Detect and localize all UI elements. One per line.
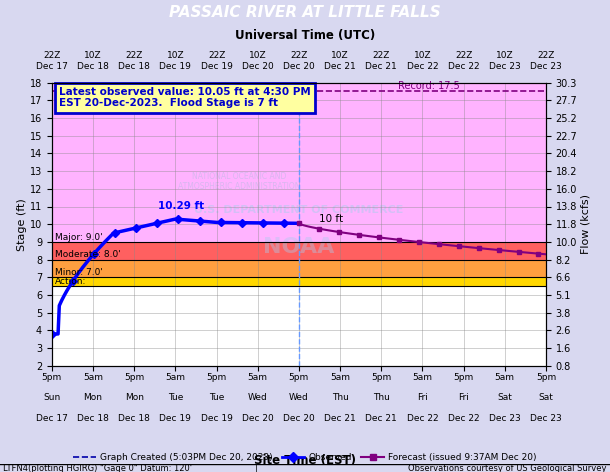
Text: Dec 20: Dec 20 xyxy=(242,414,274,423)
Text: NATIONAL OCEANIC AND
ATMOSPHERIC ADMINISTRATION: NATIONAL OCEANIC AND ATMOSPHERIC ADMINIS… xyxy=(178,172,301,192)
Text: Dec 23: Dec 23 xyxy=(489,414,521,423)
Text: 10Z: 10Z xyxy=(249,51,267,59)
Text: Fri: Fri xyxy=(417,394,428,403)
Text: 10Z: 10Z xyxy=(496,51,514,59)
Text: 10Z: 10Z xyxy=(167,51,184,59)
Text: Dec 22: Dec 22 xyxy=(448,62,479,71)
Bar xyxy=(52,242,546,260)
Text: Dec 21: Dec 21 xyxy=(365,62,397,71)
Y-axis label: Flow (kcfs): Flow (kcfs) xyxy=(580,194,590,254)
Text: Dec 18: Dec 18 xyxy=(77,62,109,71)
Y-axis label: Stage (ft): Stage (ft) xyxy=(17,198,27,251)
Text: 5am: 5am xyxy=(248,373,268,382)
Text: 5pm: 5pm xyxy=(41,373,62,382)
Bar xyxy=(52,277,546,286)
Text: Fri: Fri xyxy=(458,394,469,403)
Text: Tue: Tue xyxy=(168,394,183,403)
Text: U.S. DEPARTMENT OF COMMERCE: U.S. DEPARTMENT OF COMMERCE xyxy=(194,205,404,215)
Text: Dec 21: Dec 21 xyxy=(324,62,356,71)
Text: Action:: Action: xyxy=(56,277,87,286)
Text: Thu: Thu xyxy=(332,394,348,403)
Text: Dec 19: Dec 19 xyxy=(159,414,192,423)
Text: 5am: 5am xyxy=(165,373,185,382)
Text: Tue: Tue xyxy=(209,394,224,403)
Text: 5pm: 5pm xyxy=(289,373,309,382)
Text: 10.29 ft: 10.29 ft xyxy=(158,201,204,211)
Text: Dec 20: Dec 20 xyxy=(283,62,315,71)
Text: Site Time (EST): Site Time (EST) xyxy=(254,454,356,467)
Text: Dec 18: Dec 18 xyxy=(118,414,150,423)
Text: 22Z: 22Z xyxy=(455,51,472,59)
Text: 5am: 5am xyxy=(83,373,103,382)
Text: Mon: Mon xyxy=(84,394,102,403)
Text: Sat: Sat xyxy=(497,394,512,403)
Text: Dec 22: Dec 22 xyxy=(407,414,438,423)
Text: Dec 19: Dec 19 xyxy=(201,62,232,71)
Text: Dec 20: Dec 20 xyxy=(283,414,315,423)
Legend: Graph Created (5:03PM Dec 20, 2023), Observed, Forecast (issued 9:37AM Dec 20): Graph Created (5:03PM Dec 20, 2023), Obs… xyxy=(70,449,540,465)
Text: Dec 22: Dec 22 xyxy=(448,414,479,423)
Text: 22Z: 22Z xyxy=(290,51,307,59)
Text: 22Z: 22Z xyxy=(208,51,225,59)
Text: Wed: Wed xyxy=(248,394,268,403)
Text: Dec 23: Dec 23 xyxy=(530,414,562,423)
Text: 5am: 5am xyxy=(495,373,515,382)
Text: Dec 20: Dec 20 xyxy=(242,62,274,71)
Text: LTFN4(plotting HGIRG) "Gage 0" Datum: 120': LTFN4(plotting HGIRG) "Gage 0" Datum: 12… xyxy=(3,464,192,472)
Text: Minor: 7.0': Minor: 7.0' xyxy=(56,268,103,277)
Text: 5pm: 5pm xyxy=(371,373,392,382)
Text: 10Z: 10Z xyxy=(84,51,102,59)
Text: Universal Time (UTC): Universal Time (UTC) xyxy=(235,29,375,42)
Text: Dec 18: Dec 18 xyxy=(77,414,109,423)
Text: 22Z: 22Z xyxy=(373,51,390,59)
Text: 5pm: 5pm xyxy=(124,373,145,382)
Text: 10Z: 10Z xyxy=(414,51,431,59)
Text: Dec 23: Dec 23 xyxy=(530,62,562,71)
Text: 10 ft: 10 ft xyxy=(320,214,343,224)
Text: 22Z: 22Z xyxy=(126,51,143,59)
Text: Mon: Mon xyxy=(124,394,144,403)
Text: 22Z: 22Z xyxy=(537,51,554,59)
Text: Major: 9.0': Major: 9.0' xyxy=(56,233,103,242)
Text: Sun: Sun xyxy=(43,394,60,403)
Text: Dec 22: Dec 22 xyxy=(407,62,438,71)
Text: Dec 19: Dec 19 xyxy=(159,62,192,71)
Text: Dec 17: Dec 17 xyxy=(36,414,68,423)
Bar xyxy=(52,286,546,366)
Text: Moderate: 8.0': Moderate: 8.0' xyxy=(56,251,121,260)
Text: Record: 17.5: Record: 17.5 xyxy=(398,81,460,91)
Text: Dec 23: Dec 23 xyxy=(489,62,521,71)
Text: 5pm: 5pm xyxy=(536,373,556,382)
Text: NOAA: NOAA xyxy=(263,237,335,257)
Text: Thu: Thu xyxy=(373,394,390,403)
Text: Dec 21: Dec 21 xyxy=(324,414,356,423)
Text: 22Z: 22Z xyxy=(43,51,60,59)
Text: 5am: 5am xyxy=(412,373,432,382)
Text: Sat: Sat xyxy=(539,394,553,403)
Text: Observations courtesy of US Geological Survey: Observations courtesy of US Geological S… xyxy=(409,464,607,472)
Text: Dec 21: Dec 21 xyxy=(365,414,397,423)
Text: Dec 17: Dec 17 xyxy=(36,62,68,71)
Text: 5pm: 5pm xyxy=(453,373,474,382)
Text: 10Z: 10Z xyxy=(331,51,349,59)
Text: 5pm: 5pm xyxy=(206,373,227,382)
Text: Dec 19: Dec 19 xyxy=(201,414,232,423)
Text: Latest observed value: 10.05 ft at 4:30 PM
EST 20-Dec-2023.  Flood Stage is 7 ft: Latest observed value: 10.05 ft at 4:30 … xyxy=(59,87,311,109)
Text: Dec 18: Dec 18 xyxy=(118,62,150,71)
Bar xyxy=(52,260,546,278)
Text: 5am: 5am xyxy=(330,373,350,382)
Text: PASSAIC RIVER AT LITTLE FALLS: PASSAIC RIVER AT LITTLE FALLS xyxy=(169,6,441,20)
Text: Wed: Wed xyxy=(289,394,309,403)
